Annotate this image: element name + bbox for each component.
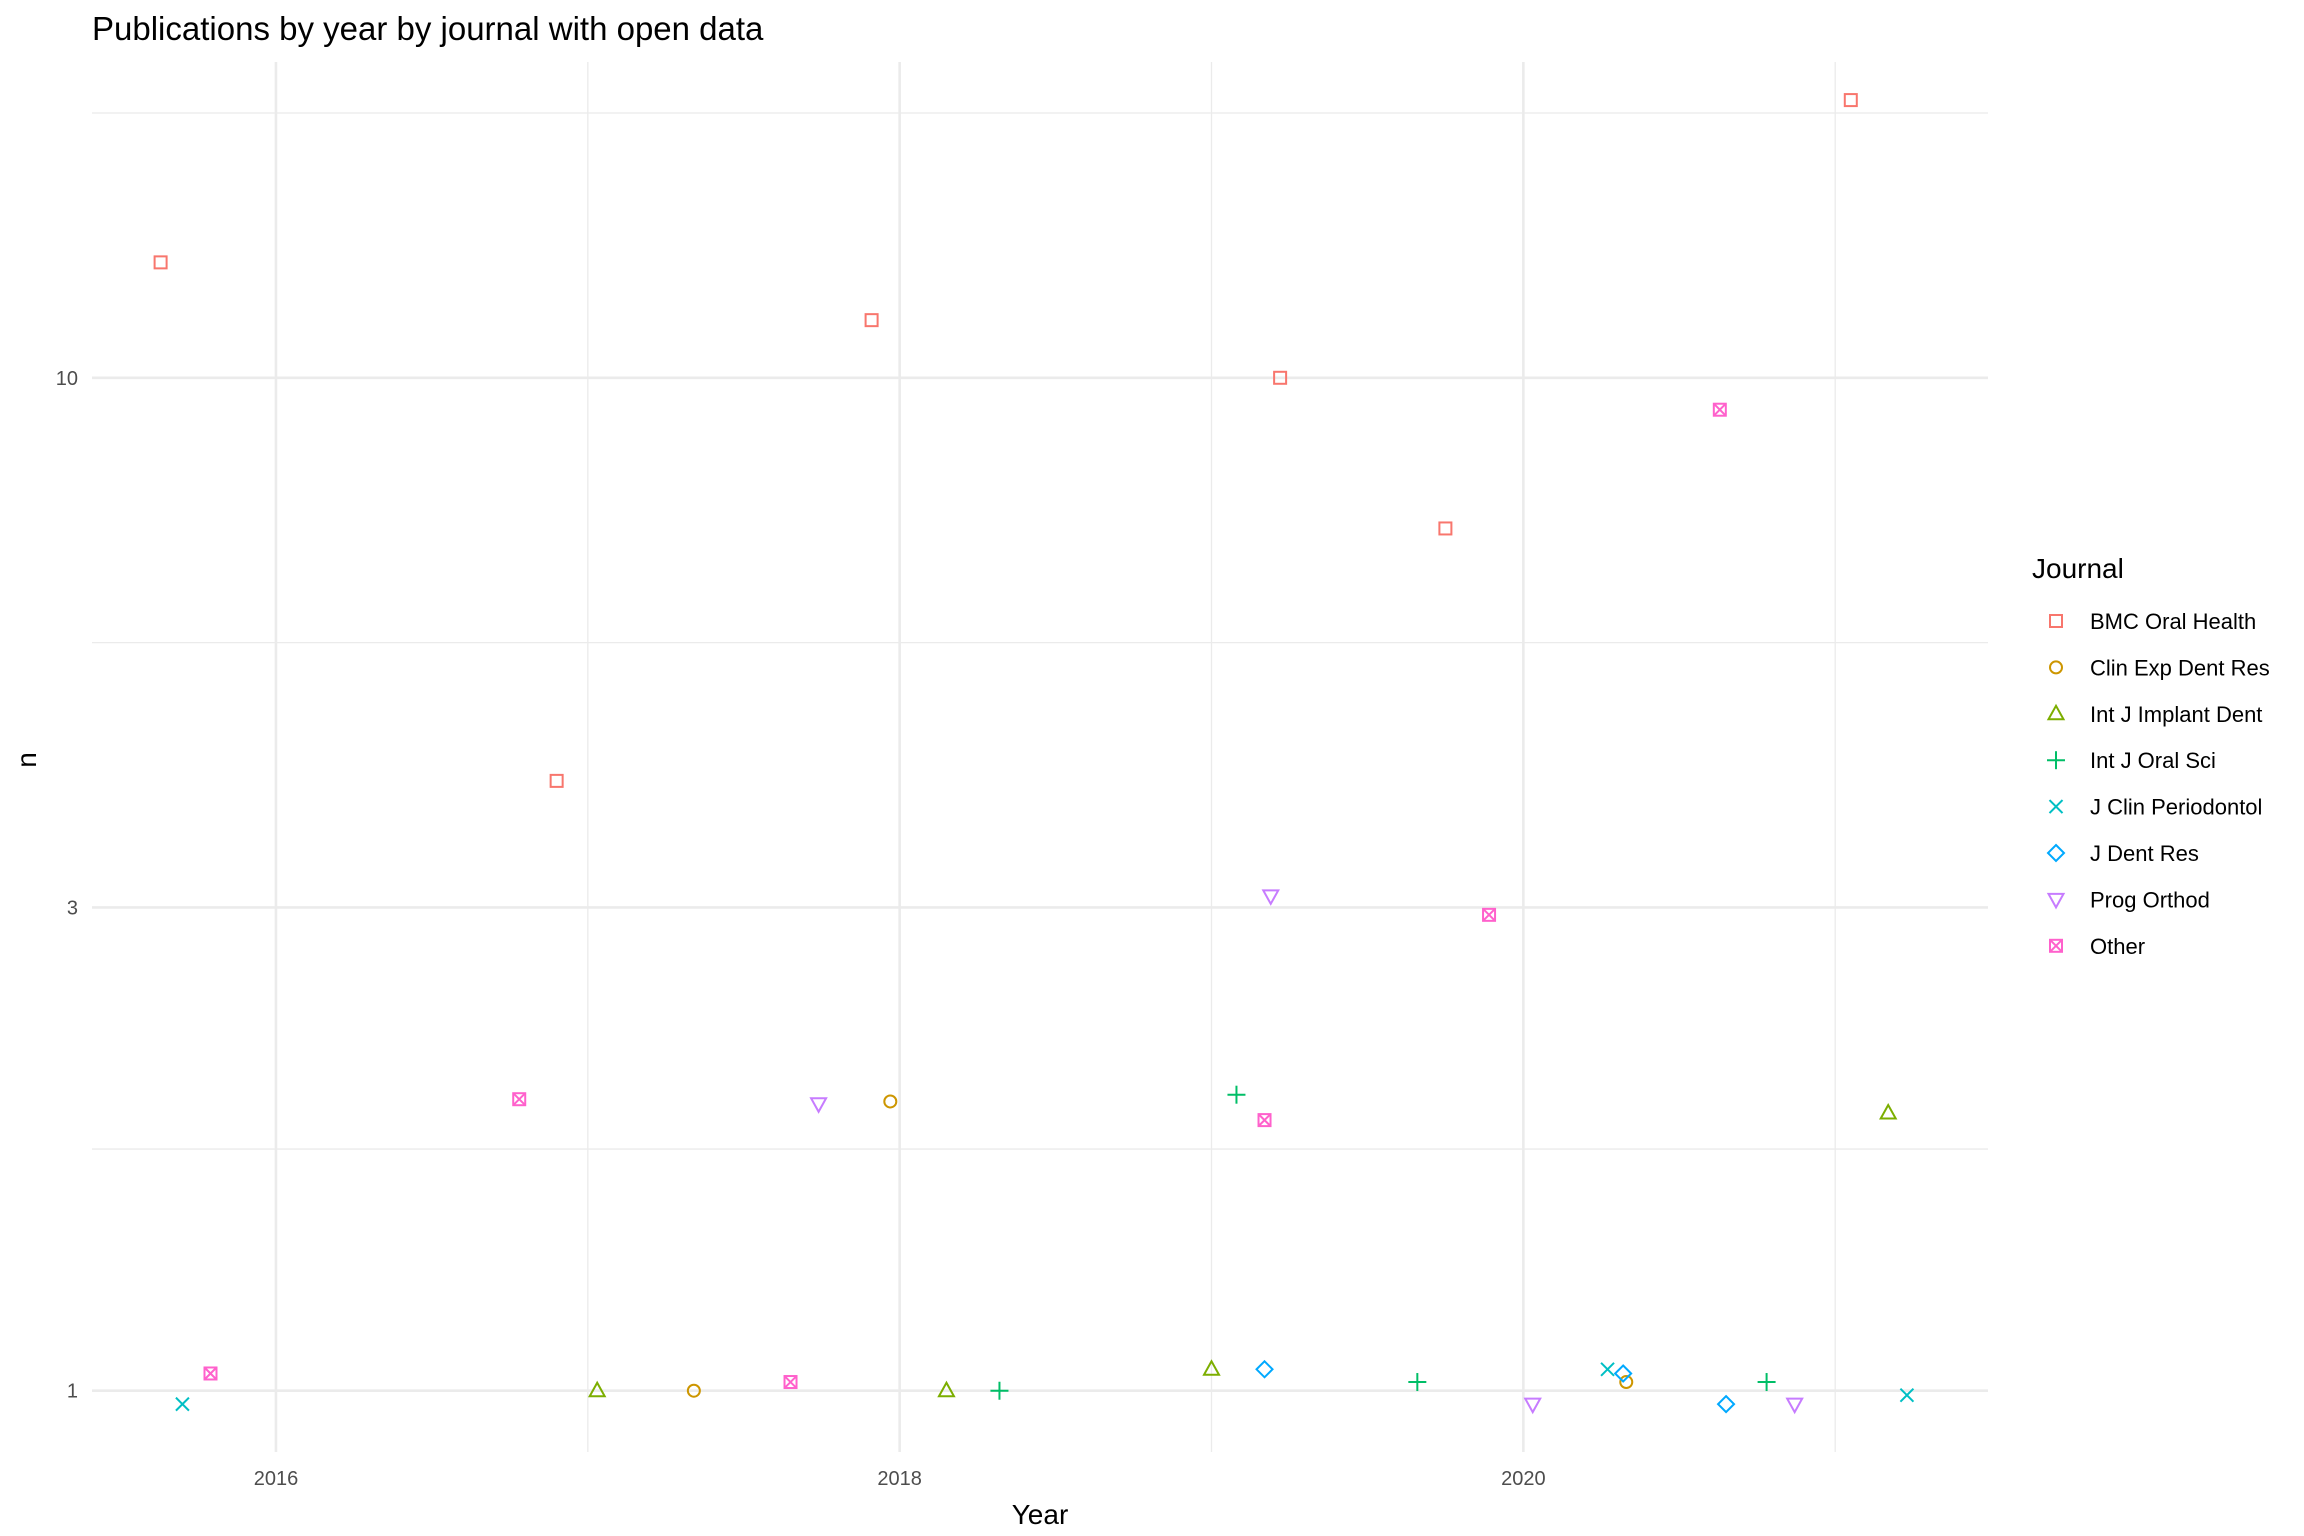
y-tick-label: 1 xyxy=(67,1381,78,1403)
data-point-bmc-oral-health xyxy=(1273,370,1288,385)
data-point-j-clin-periodontol xyxy=(175,1396,190,1412)
data-point-bmc-oral-health xyxy=(864,313,879,328)
legend-label-clin-exp-dent-res: Clin Exp Dent Res xyxy=(2090,655,2270,680)
data-point-prog-orthod xyxy=(1523,1397,1542,1415)
data-point-int-j-implant-dent xyxy=(1879,1102,1898,1120)
chart-title: Publications by year by journal with ope… xyxy=(92,10,764,47)
data-point-j-dent-res xyxy=(1613,1364,1633,1383)
data-points xyxy=(153,93,1915,1415)
legend-label-int-j-oral-sci: Int J Oral Sci xyxy=(2090,748,2216,773)
data-point-bmc-oral-health xyxy=(1843,93,1858,108)
data-point-clin-exp-dent-res xyxy=(686,1383,701,1398)
plot-grid xyxy=(92,62,1988,1452)
legend-title: Journal xyxy=(2032,553,2124,584)
data-point-bmc-oral-health xyxy=(549,773,564,788)
legend-key-other xyxy=(2049,938,2063,953)
data-point-int-j-oral-sci xyxy=(990,1381,1009,1400)
x-tick-label: 2016 xyxy=(254,1468,299,1490)
data-point-int-j-implant-dent xyxy=(587,1380,607,1398)
data-point-int-j-implant-dent xyxy=(937,1380,956,1398)
legend-key-int-j-oral-sci xyxy=(2047,751,2065,770)
axis-ticks: 2016 2018 2020 1 3 10 xyxy=(56,368,1546,1490)
data-point-other xyxy=(1257,1113,1272,1128)
data-point-int-j-implant-dent xyxy=(1202,1359,1221,1376)
data-point-prog-orthod xyxy=(809,1097,828,1114)
data-point-clin-exp-dent-res xyxy=(883,1094,898,1109)
legend-label-int-j-implant-dent: Int J Implant Dent xyxy=(2090,702,2262,727)
data-point-j-dent-res xyxy=(1716,1394,1736,1414)
x-tick-label: 2020 xyxy=(1501,1468,1546,1490)
legend-label-other: Other xyxy=(2090,934,2145,959)
data-point-prog-orthod xyxy=(1785,1397,1804,1415)
legend-key-prog-orthod xyxy=(2046,892,2066,910)
legend-key-clin-exp-dent-res xyxy=(2049,660,2063,675)
legend-key-j-dent-res xyxy=(2046,843,2066,863)
legend-key-j-clin-periodontol xyxy=(2048,799,2064,814)
legend-label-j-dent-res: J Dent Res xyxy=(2090,841,2199,866)
data-point-bmc-oral-health xyxy=(1438,521,1453,536)
data-point-int-j-oral-sci xyxy=(1408,1373,1427,1392)
data-point-j-dent-res xyxy=(1255,1359,1274,1379)
data-point-bmc-oral-health xyxy=(153,255,168,270)
data-point-prog-orthod xyxy=(1261,889,1280,906)
legend-label-prog-orthod: Prog Orthod xyxy=(2090,887,2210,912)
data-point-other xyxy=(512,1092,527,1107)
y-tick-label: 10 xyxy=(56,368,78,390)
legend: Journal BMC Oral Health Clin Exp Dent Res… xyxy=(2032,553,2270,959)
legend-label-j-clin-periodontol: J Clin Periodontol xyxy=(2090,795,2262,820)
data-point-clin-exp-dent-res xyxy=(1619,1375,1634,1390)
data-point-other xyxy=(1712,402,1727,417)
data-point-other xyxy=(203,1366,218,1381)
data-point-j-clin-periodontol xyxy=(1899,1387,1915,1403)
data-point-int-j-oral-sci xyxy=(1227,1085,1246,1104)
data-point-other xyxy=(1482,907,1497,922)
legend-key-int-j-implant-dent xyxy=(2046,703,2066,721)
y-axis-title: n xyxy=(11,752,42,768)
data-point-other xyxy=(783,1375,798,1390)
y-tick-label: 3 xyxy=(67,897,78,919)
x-axis-title: Year xyxy=(1012,1499,1069,1530)
x-tick-label: 2018 xyxy=(877,1468,922,1490)
data-point-j-clin-periodontol xyxy=(1600,1362,1615,1377)
legend-label-bmc-oral-health: BMC Oral Health xyxy=(2090,609,2256,634)
data-point-int-j-oral-sci xyxy=(1757,1373,1776,1392)
legend-key-bmc-oral-health xyxy=(2049,614,2063,628)
